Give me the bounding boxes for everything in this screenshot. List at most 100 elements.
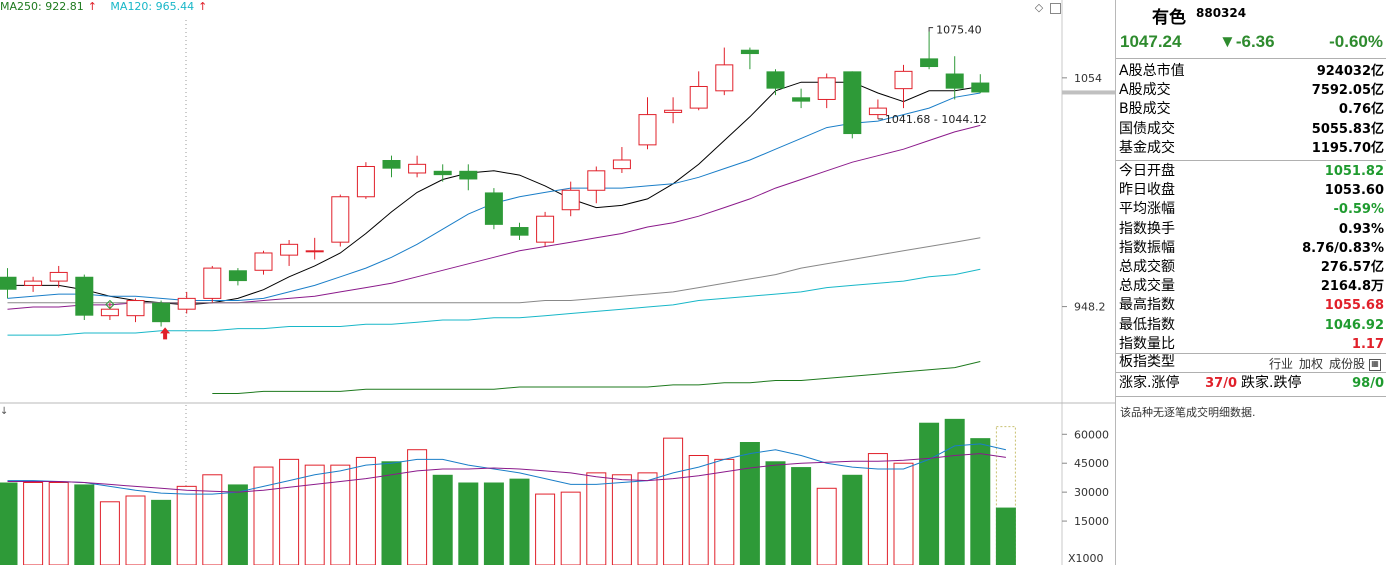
candle-body-up — [612, 159, 631, 170]
volume-tick-label: 45000 — [1074, 457, 1109, 470]
maximize-icon[interactable] — [1050, 3, 1061, 14]
candle-body-up — [689, 85, 708, 109]
volume-bar-down — [0, 482, 18, 565]
volume-tick-label: 60000 — [1074, 428, 1109, 441]
index-code: 880324 — [1196, 6, 1247, 20]
volume-bar-up — [688, 455, 709, 565]
candle-body-down — [75, 276, 94, 316]
limit-row: 涨家.涨停 37/0 跌家.跌停 98/0 — [1116, 374, 1386, 393]
stat-value: 8.76/0.83% — [1302, 240, 1384, 256]
candle-body-up — [868, 107, 887, 116]
candle-body-up — [715, 64, 734, 92]
volume-bar-up — [611, 474, 632, 565]
candle-body-up — [536, 215, 555, 243]
index-type-row: 板指类型 — [1116, 353, 1386, 372]
stat-label: 国债成交 — [1119, 120, 1175, 137]
stat-label: B股成交 — [1119, 101, 1171, 118]
stat-row: 指数换手 0.93% — [1116, 220, 1386, 239]
tag-components[interactable]: 成份股 — [1329, 357, 1366, 371]
stat-row: A股成交 7592.05亿 — [1116, 81, 1386, 100]
candle-body-up — [305, 250, 324, 253]
volume-bar-up — [560, 491, 581, 565]
volume-bar-down — [739, 442, 760, 565]
grid-icon[interactable]: ▦ — [1369, 359, 1381, 371]
volume-bar-up — [714, 458, 735, 565]
stat-value: 276.57亿 — [1320, 260, 1384, 275]
candle-body-up — [356, 165, 375, 198]
no-tick-data-note: 该品种无逐笔成交明细数据. — [1120, 406, 1256, 419]
candle-body-up — [894, 70, 913, 90]
tag-weighted[interactable]: 加权 — [1299, 357, 1324, 371]
stat-value: 1053.60 — [1324, 183, 1384, 199]
stat-label: 最低指数 — [1119, 316, 1175, 333]
volume-bar-up — [253, 466, 274, 565]
volume-bar-up — [535, 493, 556, 565]
candle-body-up — [664, 109, 683, 113]
volume-bar-up — [893, 462, 914, 565]
volume-bar-down — [995, 507, 1016, 565]
tag-industry[interactable]: 行业 — [1269, 357, 1294, 371]
candle-body-up — [561, 189, 580, 211]
volume-bar-up — [125, 495, 146, 565]
down-limit-label: 跌家.跌停 — [1241, 375, 1302, 391]
stat-row: 昨日收盘 1053.60 — [1116, 181, 1386, 200]
candle-body-down — [792, 97, 811, 102]
volume-bar-down — [151, 499, 172, 565]
price-change-pct: -0.60% — [1329, 32, 1383, 51]
volume-bar-up — [663, 437, 684, 565]
stat-value: 5055.83亿 — [1311, 121, 1384, 137]
volume-bar-up — [586, 472, 607, 565]
volume-bar-up — [867, 453, 888, 565]
ma60-line — [7, 237, 981, 304]
stat-label: 指数换手 — [1119, 220, 1175, 237]
volume-bar-up — [816, 487, 837, 565]
down-limit-value: 98/0 — [1352, 376, 1384, 391]
divider — [1116, 353, 1386, 354]
candle-body-up — [24, 280, 43, 286]
candle-body-down — [766, 71, 785, 89]
candle-body-down — [740, 49, 759, 55]
stat-label: A股成交 — [1119, 82, 1171, 99]
vma10-line — [7, 453, 1006, 493]
volume-bar-up — [637, 472, 658, 565]
stat-label: 昨日收盘 — [1119, 182, 1175, 199]
kline-chart-area[interactable]: ↓ 1054 948.2 60000 45000 30000 15000 X1000 1075.… — [0, 0, 1115, 565]
stat-row: 总成交量 2164.8万 — [1116, 277, 1386, 296]
stat-row: 今日开盘 1051.82 — [1116, 162, 1386, 181]
stat-value: 1195.70亿 — [1311, 140, 1384, 156]
candle-body-up — [638, 114, 657, 146]
ma250-line — [212, 361, 981, 394]
volume-bar-down — [74, 484, 95, 565]
volume-tick-label: 15000 — [1074, 515, 1109, 528]
high-marker — [928, 27, 934, 32]
volume-bar-up — [330, 464, 351, 565]
stat-value: 1.17 — [1351, 336, 1384, 352]
stat-label: 指数量比 — [1119, 335, 1175, 352]
stat-row: 指数量比 1.17 — [1116, 335, 1386, 354]
stat-value: 7592.05亿 — [1311, 83, 1384, 99]
volume-tick-label: 30000 — [1074, 486, 1109, 499]
high-annotation: 1075.40 — [936, 24, 982, 37]
diamond-icon[interactable]: ◇ — [1034, 1, 1044, 14]
volume-bar-up — [355, 456, 376, 565]
stat-value: 1046.92 — [1324, 317, 1384, 333]
up-limit-value: 37/0 — [1205, 376, 1237, 391]
divider — [1116, 58, 1386, 59]
volume-bar-up — [202, 474, 223, 565]
stat-row: B股成交 0.76亿 — [1116, 100, 1386, 119]
candle-body-down — [0, 276, 17, 290]
volume-bar-up — [279, 458, 300, 565]
stat-row: 平均涨幅 -0.59% — [1116, 200, 1386, 219]
kline-chart-svg[interactable]: ↓ 1054 948.2 60000 45000 30000 15000 X1000 1075.… — [0, 0, 1115, 565]
volume-bar-down — [483, 482, 504, 565]
volume-bar-up — [23, 482, 44, 565]
price-tick-label: 948.2 — [1074, 301, 1106, 314]
candle-body-down — [920, 58, 939, 68]
volume-pane-arrow: ↓ — [0, 406, 8, 417]
price-tick-label: 1054 — [1074, 72, 1102, 85]
stat-row: A股总市值 924032亿 — [1116, 62, 1386, 81]
vma5-line — [7, 443, 1007, 495]
volume-bar-down — [765, 461, 786, 565]
volume-bar-down — [381, 461, 402, 565]
index-name: 有色 — [1152, 8, 1186, 28]
